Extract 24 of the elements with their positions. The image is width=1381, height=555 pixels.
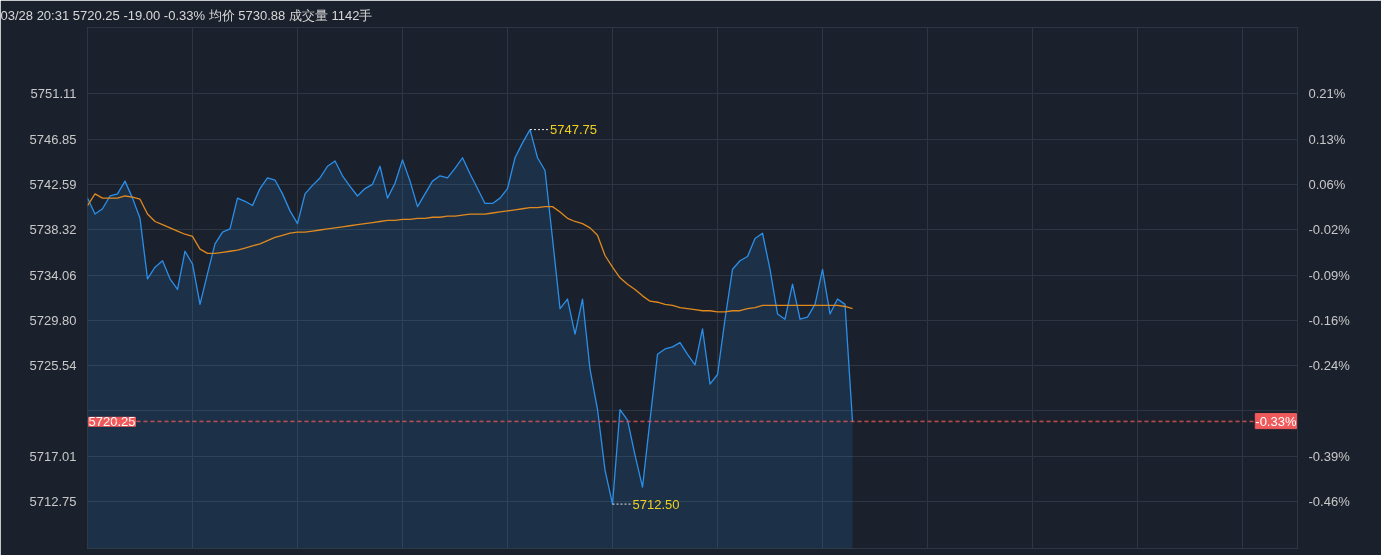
y-tick-label: 5746.85 [29, 131, 77, 147]
y2-tick-label: -0.16% [1308, 312, 1351, 328]
ref-line-label: 5720.25 [88, 414, 136, 430]
y2-tick-label: 0.13% [1308, 131, 1346, 147]
y2-tick-label: 0.21% [1308, 86, 1346, 102]
y-tick-label: 5738.32 [29, 222, 77, 238]
annotation: 5747.75 [550, 122, 598, 138]
y-tick-label: 5729.80 [29, 312, 77, 328]
ref-line-label: -0.33% [1255, 413, 1297, 429]
chart-title: 03/28 20:31 5720.25 -19.00 -0.33% 均价 5730.88 成交量 1142手 [0, 7, 373, 23]
y-tick-label: 5717.01 [29, 448, 77, 464]
y2-tick-label: -0.39% [1308, 448, 1351, 464]
y-tick-label: 5734.06 [29, 267, 77, 283]
y-tick-label: 5751.11 [30, 86, 77, 102]
y-tick-label: 5712.75 [29, 493, 77, 509]
y2-tick-label: -0.24% [1308, 358, 1351, 374]
y2-tick-label: -0.46% [1308, 493, 1351, 509]
y-tick-label: 5742.59 [29, 176, 77, 192]
y2-tick-label: 0.06% [1308, 176, 1346, 192]
annotation: 5712.50 [632, 496, 680, 512]
y2-tick-label: -0.02% [1308, 222, 1351, 238]
line-series [87, 193, 854, 313]
y-tick-label: 5725.54 [29, 358, 77, 374]
y2-tick-label: -0.09% [1308, 267, 1351, 283]
